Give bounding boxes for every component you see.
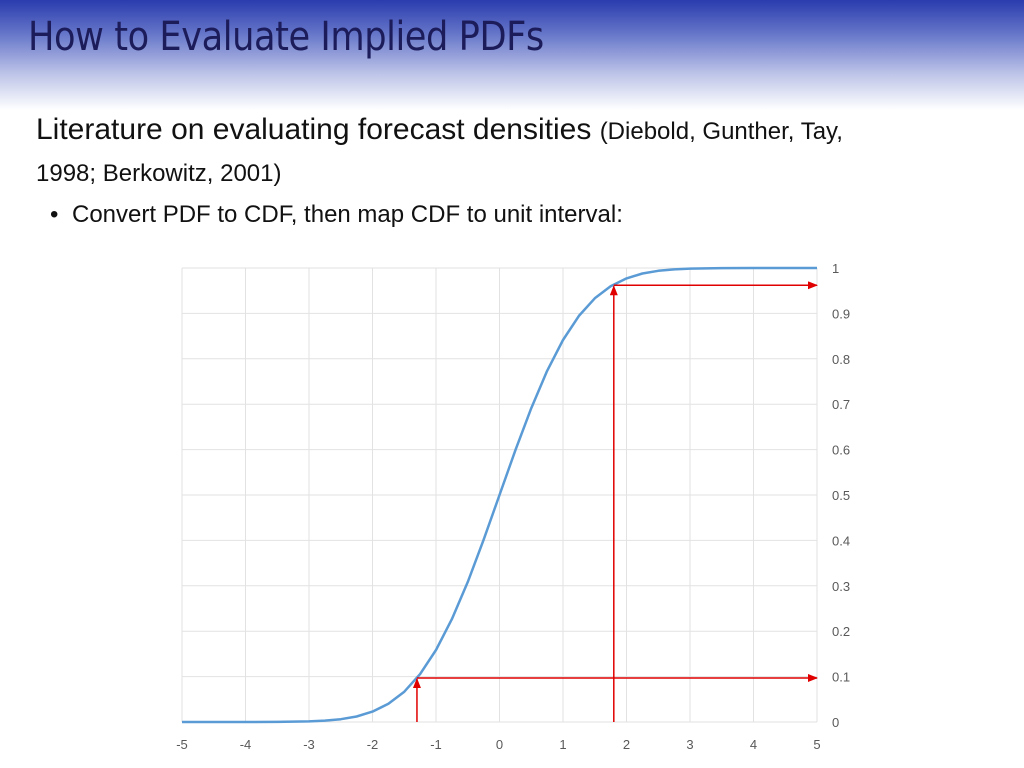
chart-grid xyxy=(181,267,818,723)
x-tick-label: 2 xyxy=(623,737,630,752)
y-tick-label: 0.7 xyxy=(832,397,850,412)
bullet-dot-icon: • xyxy=(50,201,59,228)
x-tick-label: 3 xyxy=(686,737,693,752)
x-tick-label: -4 xyxy=(240,737,252,752)
citation-part1: (Diebold, Gunther, Tay, xyxy=(599,118,843,145)
x-tick-label: -2 xyxy=(367,737,379,752)
lead-paragraph: Literature on evaluating forecast densit… xyxy=(36,110,996,194)
lead-text: Literature on evaluating forecast densit… xyxy=(36,113,592,146)
x-tick-label: -3 xyxy=(303,737,315,752)
bullet-item: • Convert PDF to CDF, then map CDF to uni… xyxy=(36,198,996,232)
x-tick-label: 4 xyxy=(750,737,757,752)
x-tick-label: -5 xyxy=(176,737,188,752)
citation-part2: 1998; Berkowitz, 2001) xyxy=(36,160,282,187)
y-tick-label: 1 xyxy=(832,261,839,276)
y-tick-label: 0.5 xyxy=(832,488,850,503)
cdf-series-line xyxy=(182,266,817,724)
y-tick-label: 0.6 xyxy=(832,443,850,458)
chart-ticks: -5 -4 -3 -2 -1 0 1 2 3 4 500.10.20.30.40.50.60.70.… xyxy=(176,261,850,752)
slide-title: How to Evaluate Implied PDFs xyxy=(28,14,544,60)
x-tick-label: 5 xyxy=(813,737,820,752)
x-tick-label: 1 xyxy=(559,737,566,752)
bullet-text: Convert PDF to CDF, then map CDF to unit… xyxy=(72,201,623,228)
chart-series xyxy=(182,266,817,724)
x-tick-label: -1 xyxy=(430,737,442,752)
y-tick-label: 0.4 xyxy=(832,533,850,548)
header-band xyxy=(0,0,1024,110)
y-tick-label: 0.8 xyxy=(832,352,850,367)
y-tick-label: 0.3 xyxy=(832,579,850,594)
y-tick-label: 0.1 xyxy=(832,670,850,685)
y-tick-label: 0.2 xyxy=(832,624,850,639)
slide-body: Literature on evaluating forecast densit… xyxy=(36,110,996,232)
y-tick-label: 0.9 xyxy=(832,306,850,321)
y-tick-label: 0 xyxy=(832,715,839,730)
chart-annotations xyxy=(412,281,818,722)
x-tick-label: 0 xyxy=(496,737,503,752)
